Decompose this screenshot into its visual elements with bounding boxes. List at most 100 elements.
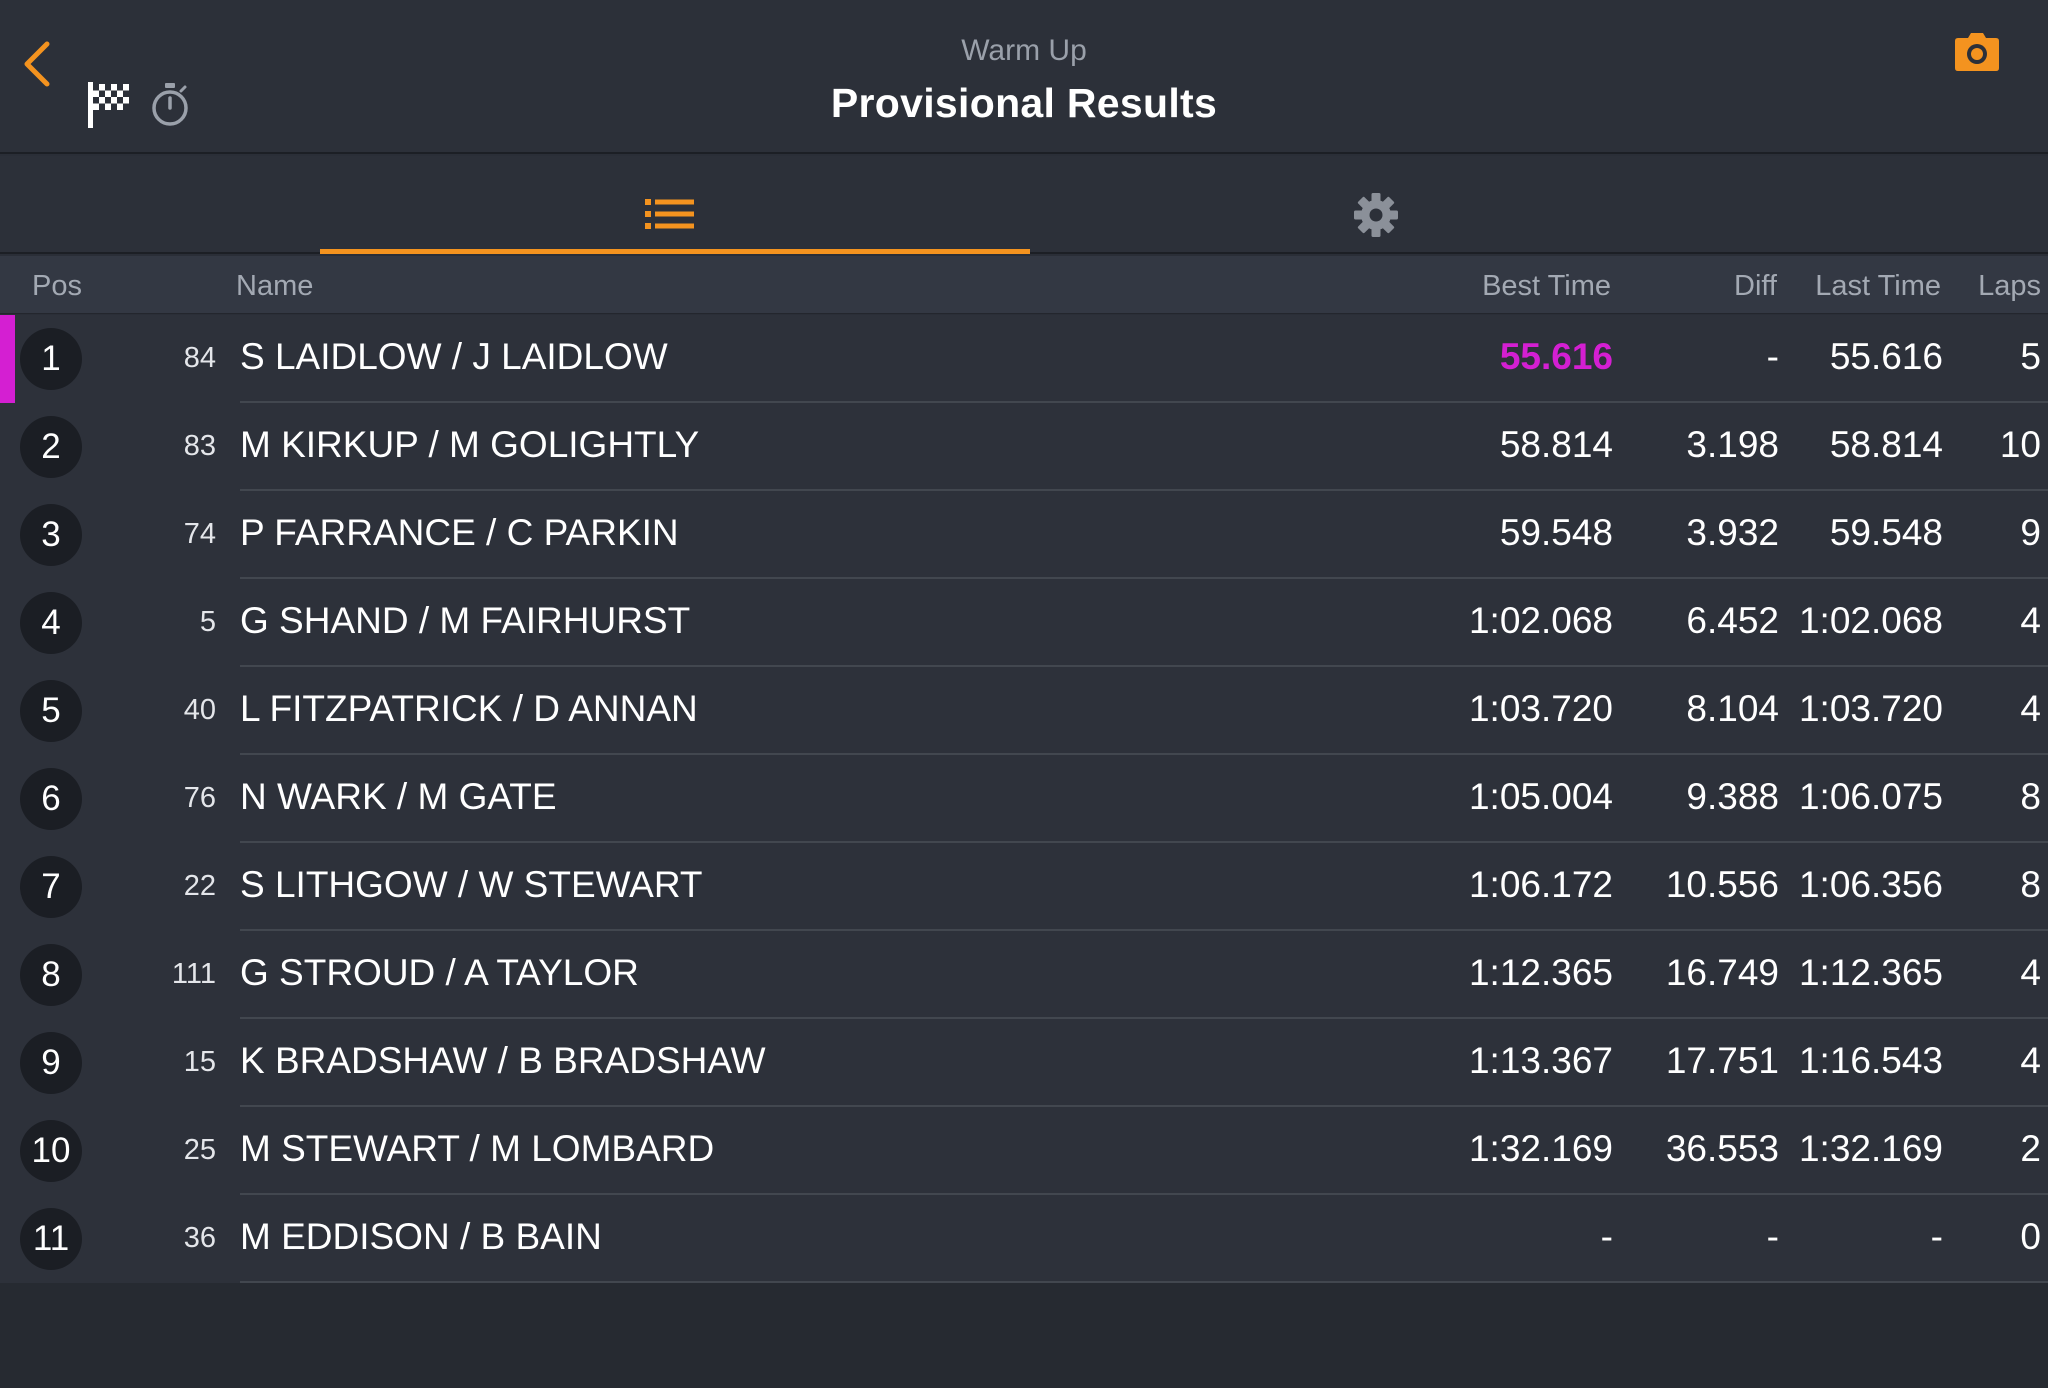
car-number: 84 bbox=[183, 342, 216, 374]
row-divider bbox=[240, 1105, 2048, 1107]
last-time: - bbox=[1930, 1216, 1943, 1257]
column-name[interactable]: Name bbox=[236, 270, 314, 302]
top-bar: Warm Up Provisional Results bbox=[0, 0, 2048, 154]
gear-icon bbox=[1354, 193, 1398, 237]
car-number: 15 bbox=[183, 1046, 216, 1078]
table-row[interactable]: 2 83 M KIRKUP / M GOLIGHTLY 58.814 3.198… bbox=[0, 403, 2048, 491]
table-row[interactable]: 3 74 P FARRANCE / C PARKIN 59.548 3.932 … bbox=[0, 491, 2048, 579]
lap-count: 2 bbox=[2020, 1128, 2041, 1169]
camera-button[interactable] bbox=[1954, 32, 2000, 72]
back-button[interactable] bbox=[14, 36, 64, 92]
position-badge: 7 bbox=[20, 856, 82, 918]
driver-names: G STROUD / A TAYLOR bbox=[240, 952, 639, 993]
driver-names: M KIRKUP / M GOLIGHTLY bbox=[240, 424, 700, 465]
last-time: 58.814 bbox=[1829, 424, 1943, 465]
driver-names: M STEWART / M LOMBARD bbox=[240, 1128, 715, 1169]
column-pos[interactable]: Pos bbox=[32, 270, 82, 302]
driver-names: K BRADSHAW / B BRADSHAW bbox=[240, 1040, 766, 1081]
last-time: 1:32.169 bbox=[1798, 1128, 1943, 1169]
row-divider bbox=[240, 753, 2048, 755]
best-time: 1:06.172 bbox=[1468, 864, 1613, 905]
best-time: 1:03.720 bbox=[1468, 688, 1613, 729]
row-divider bbox=[240, 841, 2048, 843]
table-row[interactable]: 10 25 M STEWART / M LOMBARD 1:32.169 36.… bbox=[0, 1107, 2048, 1195]
car-number: 36 bbox=[183, 1222, 216, 1254]
checkered-flag-icon[interactable] bbox=[86, 80, 132, 130]
row-divider bbox=[240, 1017, 2048, 1019]
row-divider bbox=[240, 577, 2048, 579]
view-tab-bar bbox=[0, 156, 2048, 254]
row-divider bbox=[240, 1193, 2048, 1195]
car-number: 40 bbox=[183, 694, 216, 726]
best-time: 1:12.365 bbox=[1468, 952, 1613, 993]
best-time: 1:05.004 bbox=[1468, 776, 1613, 817]
camera-icon bbox=[1955, 33, 1999, 71]
lap-count: 8 bbox=[2020, 864, 2041, 905]
row-divider bbox=[240, 1281, 2048, 1283]
lap-count: 5 bbox=[2020, 336, 2041, 377]
car-number: 111 bbox=[171, 958, 216, 990]
lap-count: 4 bbox=[2020, 688, 2041, 729]
results-table-body: 1 84 S LAIDLOW / J LAIDLOW 55.616 - 55.6… bbox=[0, 315, 2048, 1283]
diff-time: 3.932 bbox=[1686, 512, 1779, 553]
column-diff[interactable]: Diff bbox=[1734, 270, 1777, 302]
car-number: 5 bbox=[199, 606, 216, 638]
stopwatch-icon[interactable] bbox=[150, 82, 190, 128]
position-badge: 10 bbox=[20, 1120, 82, 1182]
diff-time: - bbox=[1766, 1216, 1779, 1257]
diff-time: 3.198 bbox=[1686, 424, 1779, 465]
car-number: 25 bbox=[183, 1134, 216, 1166]
last-time: 1:12.365 bbox=[1798, 952, 1943, 993]
best-time: 1:02.068 bbox=[1468, 600, 1613, 641]
diff-time: 10.556 bbox=[1665, 864, 1779, 905]
table-row[interactable]: 1 84 S LAIDLOW / J LAIDLOW 55.616 - 55.6… bbox=[0, 315, 2048, 403]
table-row[interactable]: 6 76 N WARK / M GATE 1:05.004 9.388 1:06… bbox=[0, 755, 2048, 843]
list-icon bbox=[645, 199, 694, 229]
table-row[interactable]: 4 5 G SHAND / M FAIRHURST 1:02.068 6.452… bbox=[0, 579, 2048, 667]
car-number: 76 bbox=[183, 782, 216, 814]
diff-time: 17.751 bbox=[1665, 1040, 1779, 1081]
table-row[interactable]: 11 36 M EDDISON / B BAIN - - - 0 bbox=[0, 1195, 2048, 1283]
table-row[interactable]: 7 22 S LITHGOW / W STEWART 1:06.172 10.5… bbox=[0, 843, 2048, 931]
position-badge: 5 bbox=[20, 680, 82, 742]
driver-names: M EDDISON / B BAIN bbox=[240, 1216, 602, 1257]
driver-names: N WARK / M GATE bbox=[240, 776, 557, 817]
table-row[interactable]: 9 15 K BRADSHAW / B BRADSHAW 1:13.367 17… bbox=[0, 1019, 2048, 1107]
position-badge: 11 bbox=[20, 1208, 82, 1270]
page-title: Provisional Results bbox=[830, 80, 1218, 126]
driver-names: S LITHGOW / W STEWART bbox=[240, 864, 703, 905]
lap-count: 4 bbox=[2020, 600, 2041, 641]
diff-time: - bbox=[1766, 336, 1779, 377]
table-row[interactable]: 8 111 G STROUD / A TAYLOR 1:12.365 16.74… bbox=[0, 931, 2048, 1019]
position-badge: 4 bbox=[20, 592, 82, 654]
last-time: 1:03.720 bbox=[1798, 688, 1943, 729]
position-badge: 8 bbox=[20, 944, 82, 1006]
diff-time: 36.553 bbox=[1665, 1128, 1779, 1169]
driver-names: L FITZPATRICK / D ANNAN bbox=[240, 688, 698, 729]
table-row[interactable]: 5 40 L FITZPATRICK / D ANNAN 1:03.720 8.… bbox=[0, 667, 2048, 755]
row-divider bbox=[240, 401, 2048, 403]
best-time: 59.548 bbox=[1499, 512, 1613, 553]
position-badge: 2 bbox=[20, 416, 82, 478]
driver-names: S LAIDLOW / J LAIDLOW bbox=[240, 336, 668, 377]
lap-count: 0 bbox=[2020, 1216, 2041, 1257]
lap-count: 9 bbox=[2020, 512, 2041, 553]
diff-time: 16.749 bbox=[1665, 952, 1779, 993]
tab-settings[interactable] bbox=[1030, 156, 1723, 254]
position-badge: 6 bbox=[20, 768, 82, 830]
best-time: 55.616 bbox=[1499, 336, 1613, 377]
last-time: 1:06.356 bbox=[1798, 864, 1943, 905]
lap-count: 8 bbox=[2020, 776, 2041, 817]
car-number: 74 bbox=[183, 518, 216, 550]
column-last-time[interactable]: Last Time bbox=[1815, 270, 1941, 302]
column-laps[interactable]: Laps bbox=[1978, 270, 2041, 302]
driver-names: P FARRANCE / C PARKIN bbox=[240, 512, 679, 553]
row-divider bbox=[240, 489, 2048, 491]
column-best-time[interactable]: Best Time bbox=[1482, 270, 1611, 302]
position-badge: 1 bbox=[20, 328, 82, 390]
car-number: 22 bbox=[183, 870, 216, 902]
tab-results-list[interactable] bbox=[320, 156, 1030, 254]
best-time: 1:13.367 bbox=[1468, 1040, 1613, 1081]
diff-time: 9.388 bbox=[1686, 776, 1779, 817]
lap-count: 4 bbox=[2020, 1040, 2041, 1081]
